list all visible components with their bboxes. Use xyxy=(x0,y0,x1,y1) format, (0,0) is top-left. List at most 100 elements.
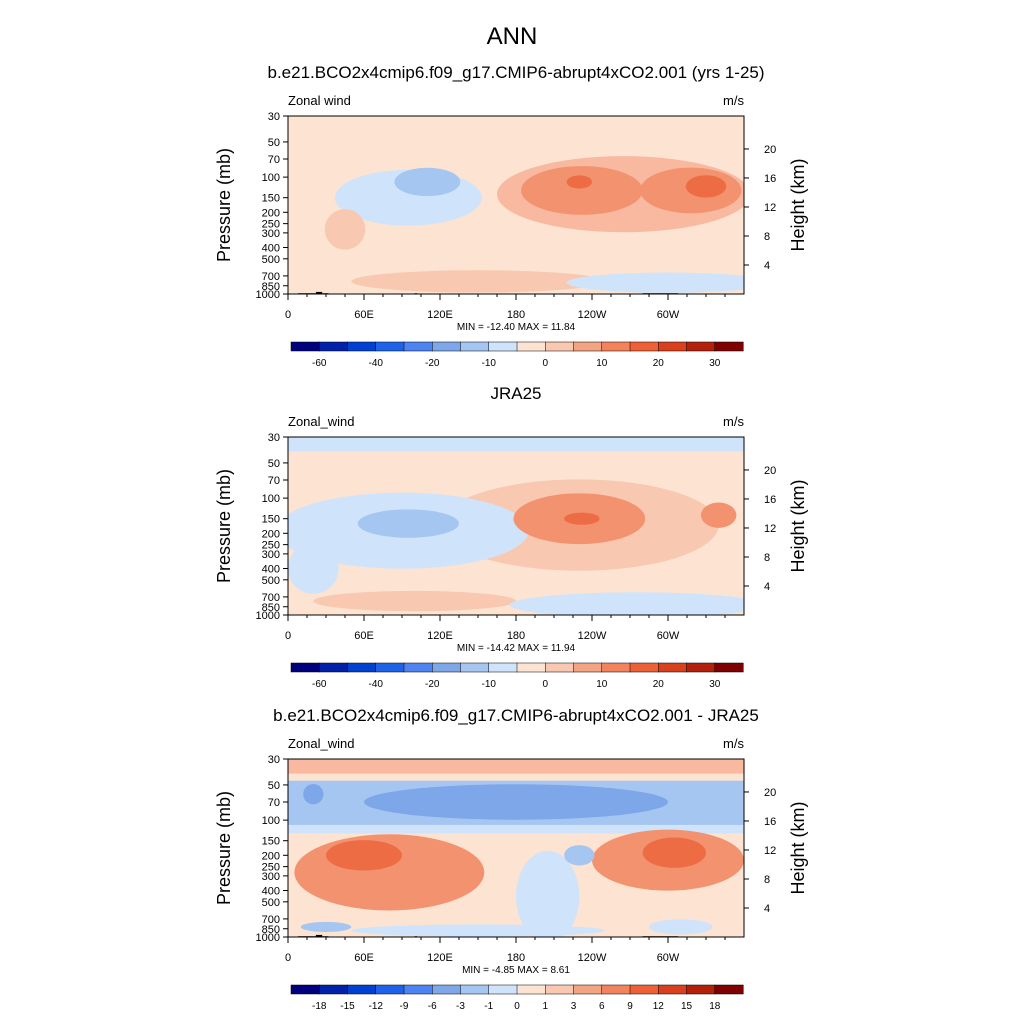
colorbar-swatch xyxy=(347,341,377,352)
colorbar-swatch xyxy=(545,341,575,352)
colorbar-swatch xyxy=(375,662,405,673)
colorbar-swatch xyxy=(714,984,744,995)
colorbar-swatch xyxy=(460,662,490,673)
colorbar-swatch xyxy=(488,984,518,995)
contour-region xyxy=(642,837,706,868)
x-tick-label: 60E xyxy=(354,630,374,642)
y-tick-label: 250 xyxy=(262,219,280,231)
y-tick-label: 70 xyxy=(268,475,280,487)
y2-tick-label: 16 xyxy=(764,173,776,185)
variable-label: Zonal_wind xyxy=(288,414,355,429)
colorbar-swatch xyxy=(403,984,433,995)
contour-region xyxy=(364,784,668,820)
colorbar-swatch xyxy=(714,662,744,673)
y-tick-label: 400 xyxy=(262,242,280,254)
y2-tick-label: 20 xyxy=(764,787,776,799)
contour-band xyxy=(288,759,744,774)
y-tick-label: 50 xyxy=(268,780,280,792)
contour-region xyxy=(566,175,592,189)
contour-region xyxy=(516,850,580,937)
contour-region xyxy=(566,272,744,293)
colorbar-label: 30 xyxy=(709,358,721,369)
contour-region xyxy=(649,919,713,935)
colorbar-label: -9 xyxy=(400,1001,409,1012)
colorbar-swatch xyxy=(516,662,546,673)
y-axis-title: Pressure (mb) xyxy=(214,469,234,583)
panel-title: b.e21.BCO2x4cmip6.f09_g17.CMIP6-abrupt4x… xyxy=(267,63,764,82)
colorbar-swatch xyxy=(686,662,716,673)
y-tick-label: 500 xyxy=(262,254,280,266)
y-tick-label: 100 xyxy=(262,493,280,505)
contour-region xyxy=(394,167,461,197)
colorbar-swatch xyxy=(516,984,546,995)
colorbar-swatch xyxy=(403,662,433,673)
contour-region xyxy=(700,502,737,528)
y2-tick-label: 16 xyxy=(764,816,776,828)
topography-mask xyxy=(315,934,323,937)
contour-region xyxy=(326,840,402,871)
contour-field xyxy=(288,437,744,615)
topography-mask xyxy=(315,291,323,294)
colorbar-label: -1 xyxy=(484,1001,493,1012)
y-tick-label: 50 xyxy=(268,458,280,470)
chart-panel-1: b.e21.BCO2x4cmip6.f09_g17.CMIP6-abrupt4x… xyxy=(214,63,808,369)
y-tick-label: 100 xyxy=(262,172,280,184)
y2-axis-title: Height (km) xyxy=(788,479,808,572)
y2-tick-label: 20 xyxy=(764,144,776,156)
colorbar-swatch xyxy=(290,341,320,352)
colorbar-label: -10 xyxy=(482,679,497,690)
y-tick-label: 70 xyxy=(268,154,280,166)
variable-label: Zonal wind xyxy=(288,93,351,108)
contour-region xyxy=(300,921,352,933)
colorbar-swatch xyxy=(658,341,688,352)
y-tick-label: 400 xyxy=(262,885,280,897)
y2-tick-label: 4 xyxy=(764,903,770,915)
colorbar-label: 1 xyxy=(542,1001,548,1012)
colorbar: -18 -15 -12 -9 -6 -3 -1 0 1 3 6 9 12 15 18 xyxy=(290,984,744,1012)
y-tick-label: 400 xyxy=(262,563,280,575)
units-label: m/s xyxy=(723,93,744,108)
colorbar-swatch xyxy=(347,662,377,673)
y-tick-label: 200 xyxy=(262,850,280,862)
contour-region xyxy=(509,592,744,615)
x-tick-label: 0 xyxy=(285,309,291,321)
colorbar-swatch xyxy=(375,341,405,352)
colorbar-swatch xyxy=(460,984,490,995)
x-tick-label: 60W xyxy=(657,952,680,964)
x-tick-label: 180 xyxy=(507,952,525,964)
contour-region xyxy=(564,845,595,866)
x-tick-label: 120W xyxy=(578,309,607,321)
y-tick-label: 150 xyxy=(262,836,280,848)
y-tick-label: 30 xyxy=(268,432,280,444)
y-tick-label: 300 xyxy=(262,549,280,561)
x-tick-label: 180 xyxy=(507,309,525,321)
colorbar-swatch xyxy=(488,341,518,352)
colorbar-swatch xyxy=(516,341,546,352)
contour-region xyxy=(521,166,643,215)
variable-label: Zonal_wind xyxy=(288,736,355,751)
colorbar: -60 -40 -20 -10 0 10 20 30 xyxy=(290,662,744,690)
colorbar-swatch xyxy=(601,341,631,352)
y2-axis-title: Height (km) xyxy=(788,801,808,894)
colorbar-swatch xyxy=(319,341,349,352)
y2-tick-label: 8 xyxy=(764,874,770,886)
contour-field xyxy=(288,759,744,937)
y-tick-label: 700 xyxy=(262,592,280,604)
y-tick-label: 70 xyxy=(268,797,280,809)
colorbar-label: 6 xyxy=(599,1001,605,1012)
colorbar-label: -20 xyxy=(425,358,440,369)
contour-field xyxy=(288,116,744,294)
colorbar-swatch xyxy=(573,341,603,352)
colorbar-label: 12 xyxy=(653,1001,665,1012)
colorbar-swatch xyxy=(290,662,320,673)
colorbar-swatch xyxy=(432,984,462,995)
contour-region xyxy=(351,924,605,937)
y2-tick-label: 12 xyxy=(764,845,776,857)
x-tick-label: 120W xyxy=(578,952,607,964)
colorbar-swatch xyxy=(714,341,744,352)
y-tick-label: 200 xyxy=(262,528,280,540)
y-tick-label: 250 xyxy=(262,862,280,874)
x-tick-label: 0 xyxy=(285,952,291,964)
y2-tick-label: 8 xyxy=(764,231,770,243)
